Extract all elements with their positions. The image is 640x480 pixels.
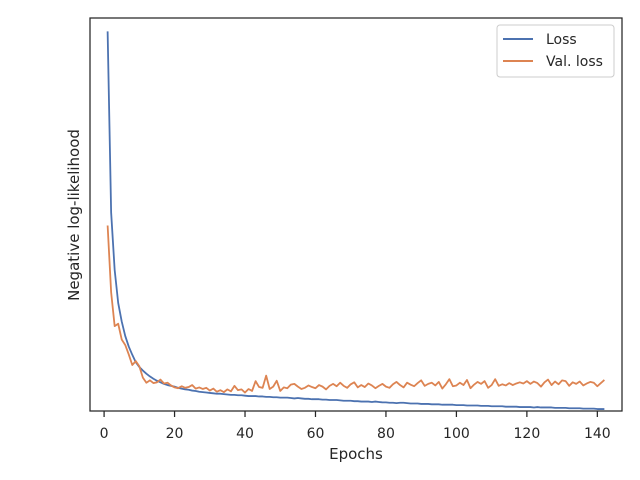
x-tick-label: 0 [100, 426, 109, 442]
series-line-loss [106, 31, 605, 410]
x-tick-label: 40 [236, 426, 254, 442]
x-tick-label: 140 [584, 426, 611, 442]
series-layer [106, 31, 605, 410]
plot-frame [89, 17, 623, 412]
x-axis-ticks: 0 20 40 60 80 100 120 140 [100, 411, 611, 442]
legend: Loss Val. loss [496, 24, 615, 78]
legend-label-loss: Loss [546, 32, 577, 48]
legend-label-val-loss: Val. loss [546, 54, 603, 70]
x-tick-label: 60 [307, 426, 325, 442]
x-axis-label: Epochs [329, 445, 383, 463]
y-axis-label: Negative log-likelihood [65, 129, 83, 301]
plot-background [90, 18, 622, 411]
x-tick-label: 120 [514, 426, 541, 442]
x-tick-label: 80 [377, 426, 395, 442]
x-tick-label: 20 [166, 426, 184, 442]
x-tick-label: 100 [443, 426, 470, 442]
series-line-val-loss [106, 225, 605, 394]
